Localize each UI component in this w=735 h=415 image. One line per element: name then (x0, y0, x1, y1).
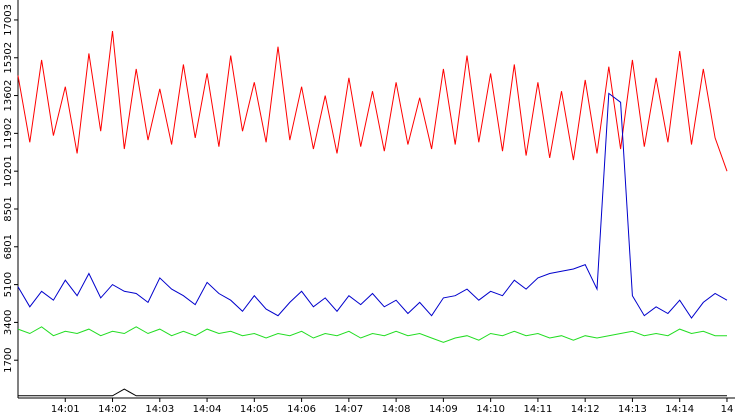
x-tick-label: 14:02 (98, 404, 127, 415)
x-tick-label: 14:14 (665, 404, 694, 415)
x-tick-label: 14 (721, 404, 734, 415)
x-tick-label: 14:08 (382, 404, 411, 415)
x-tick-label: 14:13 (618, 404, 647, 415)
y-tick-label: 1700 (3, 347, 14, 372)
series-line (17, 31, 728, 172)
x-tick-label: 14:12 (571, 404, 600, 415)
x-tick-label: 14:09 (429, 404, 458, 415)
x-tick-label: 14:01 (51, 404, 80, 415)
y-tick-label: 8501 (3, 196, 14, 221)
x-tick-label: 14:06 (287, 404, 316, 415)
y-tick-label: 15302 (3, 42, 14, 74)
series-line (17, 92, 728, 319)
x-tick-label: 14:11 (523, 404, 552, 415)
y-tick-label: 3400 (3, 310, 14, 335)
x-tick-label: 14:07 (334, 404, 363, 415)
y-tick-label: 17003 (3, 4, 14, 36)
y-tick-label: 6801 (3, 234, 14, 259)
y-tick-label: 11902 (3, 117, 14, 149)
y-tick-label: 5100 (3, 272, 14, 297)
x-tick-label: 14:05 (240, 404, 269, 415)
x-tick-label: 14:10 (476, 404, 505, 415)
y-tick-label: 10201 (3, 155, 14, 187)
y-tick-label: 13602 (3, 80, 14, 112)
series-line (17, 326, 727, 343)
x-tick-label: 14:04 (193, 404, 222, 415)
series-line (18, 388, 727, 397)
x-tick-label: 14:03 (145, 404, 174, 415)
